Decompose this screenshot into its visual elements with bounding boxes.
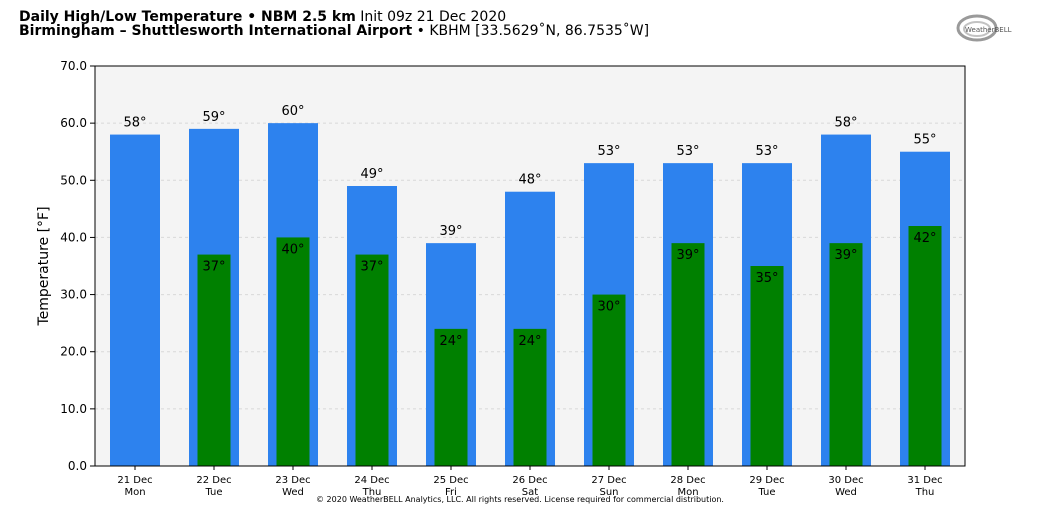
low-temp-bar xyxy=(592,294,626,466)
low-temp-labels: 37° 40° 37° 24° 24° 30° 39° 35° 39° 42° xyxy=(202,231,936,349)
low-temp-label: 30° xyxy=(597,300,620,315)
copyright-notice: © 2020 WeatherBELL Analytics, LLC. All r… xyxy=(316,495,724,504)
logo-text: WeatherBELL xyxy=(965,26,1012,34)
y-tick-label: 70.0 xyxy=(60,59,87,73)
weatherbell-logo: WeatherBELL xyxy=(955,14,1021,46)
low-temp-bar xyxy=(829,243,863,466)
low-temp-label: 35° xyxy=(755,271,778,286)
x-tick-weekday: Wed xyxy=(282,487,304,498)
low-temp-bar xyxy=(276,237,310,466)
high-temp-labels: 58° 59° 60° 49° 39° 48° 53° 53° 53° 58° 55° xyxy=(123,104,936,239)
x-tick-date: 25 Dec xyxy=(433,475,468,486)
low-temp-bar xyxy=(197,254,231,466)
low-temp-bar xyxy=(908,226,942,466)
low-temp-label: 39° xyxy=(676,248,699,263)
high-temp-label: 53° xyxy=(676,144,699,159)
x-tick-date: 22 Dec xyxy=(196,475,231,486)
x-tick-date: 24 Dec xyxy=(354,475,389,486)
chart-subtitle: Birmingham – Shuttlesworth International… xyxy=(19,23,649,39)
x-tick-date: 23 Dec xyxy=(275,475,310,486)
x-tick-date: 21 Dec xyxy=(117,475,152,486)
x-tick-date: 29 Dec xyxy=(749,475,784,486)
x-tick-date: 31 Dec xyxy=(907,475,942,486)
x-tick-weekday: Thu xyxy=(362,487,382,498)
y-tick-label: 20.0 xyxy=(60,345,87,359)
x-tick-weekday: Mon xyxy=(677,487,698,498)
x-tick-weekday: Wed xyxy=(835,487,857,498)
x-tick-weekday: Tue xyxy=(757,487,775,498)
high-temp-label: 55° xyxy=(913,133,936,148)
y-tick-label: 50.0 xyxy=(60,173,87,187)
y-axis-label: Temperature [°F] xyxy=(36,206,52,326)
high-temp-label: 49° xyxy=(360,167,383,182)
chart-title: Daily High/Low Temperature • NBM 2.5 km … xyxy=(19,9,506,25)
x-tick-weekday: Sun xyxy=(599,487,618,498)
y-tick-label: 40.0 xyxy=(60,230,87,244)
y-tick-label: 10.0 xyxy=(60,402,87,416)
station-coords: • KBHM [33.5629˚N, 86.7535˚W] xyxy=(416,23,650,39)
low-temp-bars xyxy=(197,226,942,466)
x-tick-weekday: Sat xyxy=(522,487,538,498)
low-temp-label: 42° xyxy=(913,231,936,246)
low-temp-bar xyxy=(355,254,389,466)
x-tick-date: 27 Dec xyxy=(591,475,626,486)
high-temp-label: 60° xyxy=(281,104,304,119)
chart-title-main: Daily High/Low Temperature • NBM 2.5 km xyxy=(19,9,356,25)
high-temp-label: 48° xyxy=(518,173,541,188)
y-tick-label: 30.0 xyxy=(60,288,87,302)
low-temp-label: 40° xyxy=(281,242,304,257)
x-tick-weekday: Tue xyxy=(204,487,222,498)
x-tick-date: 30 Dec xyxy=(828,475,863,486)
y-axis: 0.0 10.0 20.0 30.0 40.0 50.0 60.0 70.0 xyxy=(60,59,95,473)
x-tick-date: 28 Dec xyxy=(670,475,705,486)
station-name: Birmingham – Shuttlesworth International… xyxy=(19,23,413,39)
low-temp-label: 37° xyxy=(202,260,225,275)
plot-frame xyxy=(94,65,966,467)
x-tick-weekday: Fri xyxy=(445,487,457,498)
y-tick-label: 60.0 xyxy=(60,116,87,130)
x-tick-weekday: Mon xyxy=(124,487,145,498)
low-temp-label: 24° xyxy=(439,334,462,349)
x-tick-date: 26 Dec xyxy=(512,475,547,486)
high-temp-bar xyxy=(110,134,160,467)
low-temp-bar xyxy=(750,266,784,466)
y-tick-label: 0.0 xyxy=(68,459,87,473)
x-tick-weekday: Thu xyxy=(915,487,935,498)
low-temp-bar xyxy=(434,328,468,466)
high-temp-label: 39° xyxy=(439,224,462,239)
low-temp-label: 39° xyxy=(834,248,857,263)
logo-graphic: WeatherBELL xyxy=(956,14,1012,42)
high-temp-label: 59° xyxy=(202,110,225,125)
high-temp-label: 53° xyxy=(755,144,778,159)
high-temp-label: 58° xyxy=(123,116,146,131)
high-temp-label: 53° xyxy=(597,144,620,159)
high-temp-label: 58° xyxy=(834,116,857,131)
low-temp-bar xyxy=(671,243,705,466)
low-temp-label: 24° xyxy=(518,334,541,349)
low-temp-bar xyxy=(513,328,547,466)
init-time: Init 09z 21 Dec 2020 xyxy=(360,9,507,25)
low-temp-label: 37° xyxy=(360,260,383,275)
